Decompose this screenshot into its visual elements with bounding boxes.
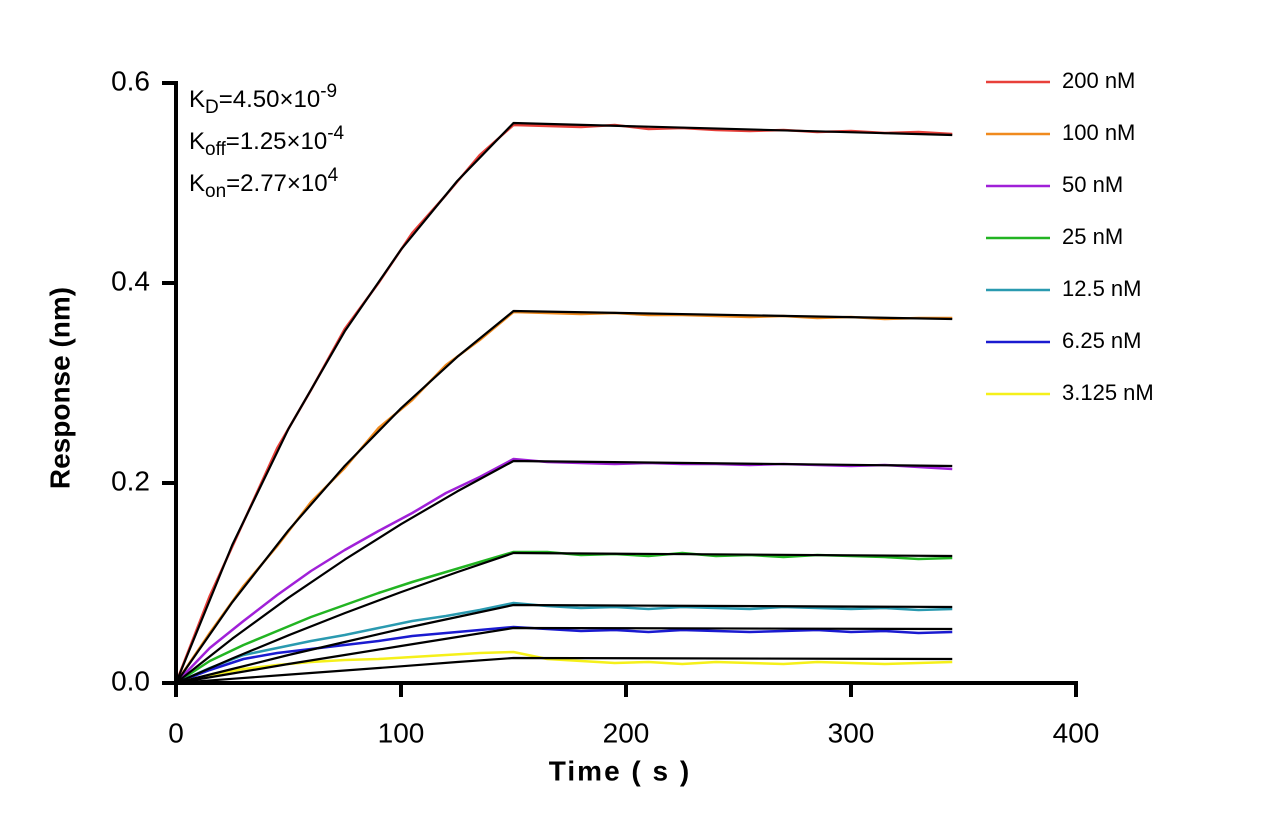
data-line — [175, 650, 953, 685]
fit-line — [174, 121, 953, 684]
x-tick-label: 300 — [828, 717, 875, 748]
annotation: Kon=2.77×104 — [189, 165, 339, 202]
annotation: Koff=1.25×10-4 — [189, 123, 345, 160]
x-tick-label: 100 — [378, 717, 425, 748]
legend-label: 100 nM — [1062, 120, 1135, 145]
annotation-text: =2.77×10 — [226, 170, 327, 197]
annotation-text: =1.25×10 — [226, 128, 327, 155]
data-line — [175, 457, 953, 684]
legend-label: 50 nM — [1062, 172, 1123, 197]
legend-label: 12.5 nM — [1062, 276, 1142, 301]
x-tick-label: 0 — [168, 717, 184, 748]
data-line — [175, 601, 953, 685]
legend-label: 200 nM — [1062, 68, 1135, 93]
data-line — [175, 625, 953, 685]
y-tick-label: 0.6 — [111, 65, 150, 96]
fit-line — [175, 626, 953, 685]
annotation: KD=4.50×10-9 — [189, 81, 337, 118]
legend-label: 6.25 nM — [1062, 328, 1142, 353]
annotation-sub: on — [205, 181, 226, 202]
y-axis-label: Response (nm) — [44, 287, 75, 489]
legend-label: 3.125 nM — [1062, 380, 1154, 405]
x-tick-label: 200 — [603, 717, 650, 748]
data-line — [174, 123, 953, 684]
legend-label: 25 nM — [1062, 224, 1123, 249]
x-tick-label: 400 — [1053, 717, 1100, 748]
fit-line — [175, 309, 953, 684]
y-tick-label: 0.4 — [111, 265, 150, 296]
fit-line — [175, 656, 953, 685]
fit-line — [175, 603, 953, 685]
fit-line — [175, 551, 953, 685]
fit-line — [175, 459, 953, 684]
y-tick-label: 0.2 — [111, 465, 150, 496]
x-axis-label: Time ( s ) — [549, 755, 691, 786]
annotation-base: K — [189, 128, 205, 155]
annotation-sub: D — [205, 97, 219, 118]
annotation-sup: 4 — [328, 165, 339, 186]
annotation-sup: -9 — [320, 81, 337, 102]
annotation-base: K — [189, 86, 205, 113]
annotation-text: =4.50×10 — [219, 86, 320, 113]
annotation-sub: off — [205, 139, 227, 160]
annotation-base: K — [189, 170, 205, 197]
y-tick-label: 0.0 — [111, 665, 150, 696]
annotation-sup: -4 — [327, 123, 344, 144]
